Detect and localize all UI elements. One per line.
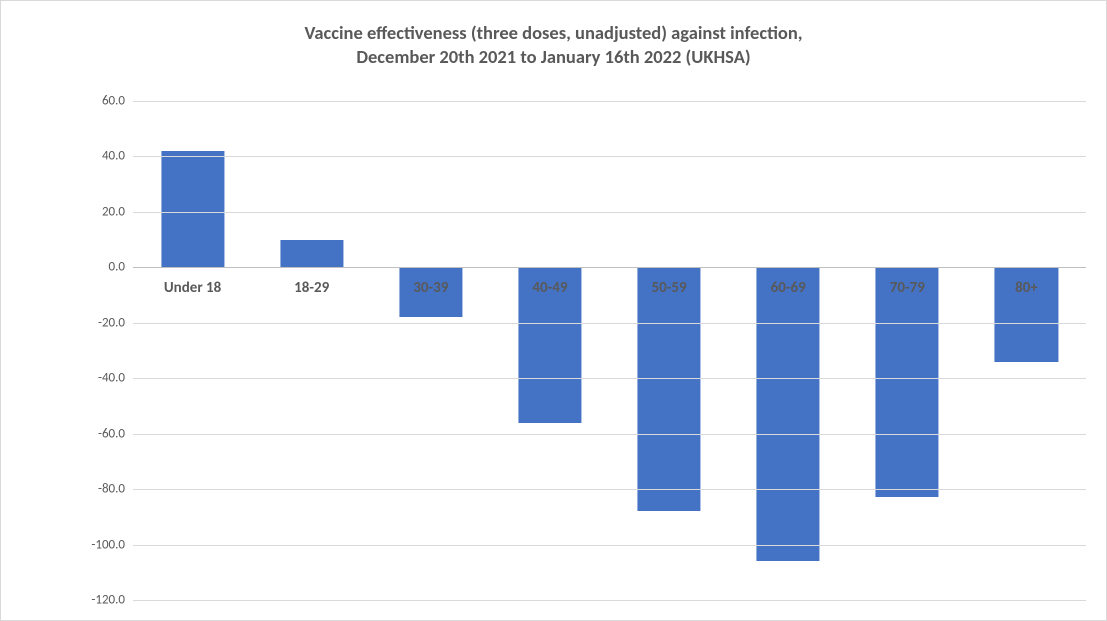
x-axis-label: 80+ [1015,279,1038,297]
chart-title: Vaccine effectiveness (three doses, unad… [11,21,1096,69]
bar-group: 80+ [967,101,1086,600]
bar [757,267,820,561]
x-axis-label: 60-69 [771,279,806,297]
bar [638,267,701,511]
y-axis: 60.040.020.00.0-20.0-40.0-60.0-80.0-100.… [73,101,133,600]
gridline [133,489,1086,490]
y-tick-label: -80.0 [98,482,125,497]
chart-container: Vaccine effectiveness (three doses, unad… [0,0,1107,621]
bar [280,240,343,268]
bar-group: 18-29 [252,101,371,600]
x-axis-label: 18-29 [294,279,329,297]
gridline [133,101,1086,102]
gridline [133,156,1086,157]
y-tick-label: -40.0 [98,371,125,386]
gridline [133,378,1086,379]
gridline [133,545,1086,546]
chart-title-line1: Vaccine effectiveness (three doses, unad… [11,21,1096,45]
y-tick-label: -60.0 [98,426,125,441]
bar-group: 60-69 [729,101,848,600]
bar-group: 40-49 [490,101,609,600]
gridline [133,600,1086,601]
y-tick-label: -100.0 [91,537,125,552]
x-axis-label: 70-79 [890,279,925,297]
bar-group: 70-79 [848,101,967,600]
x-axis-label: 50-59 [652,279,687,297]
y-tick-label: 20.0 [102,204,125,219]
gridline [133,267,1086,268]
bar-group: Under 18 [133,101,252,600]
bar [161,151,224,267]
bar-group: 50-59 [610,101,729,600]
y-tick-label: 60.0 [102,94,125,109]
bar-group: 30-39 [371,101,490,600]
y-tick-label: 40.0 [102,149,125,164]
x-axis-label: Under 18 [164,279,221,297]
x-axis-label: 40-49 [532,279,567,297]
chart-title-line2: December 20th 2021 to January 16th 2022 … [11,45,1096,69]
gridline [133,212,1086,213]
bars-area: Under 18 18-29 30-39 40-49 50-59 60-69 70-79 80… [133,101,1086,600]
bar [876,267,939,497]
y-tick-label: -120.0 [91,593,125,608]
gridline [133,323,1086,324]
x-axis-label: 30-39 [413,279,448,297]
y-tick-label: 0.0 [109,260,125,275]
gridline [133,434,1086,435]
plot-area: 60.040.020.00.0-20.0-40.0-60.0-80.0-100.… [73,101,1086,600]
y-tick-label: -20.0 [98,315,125,330]
